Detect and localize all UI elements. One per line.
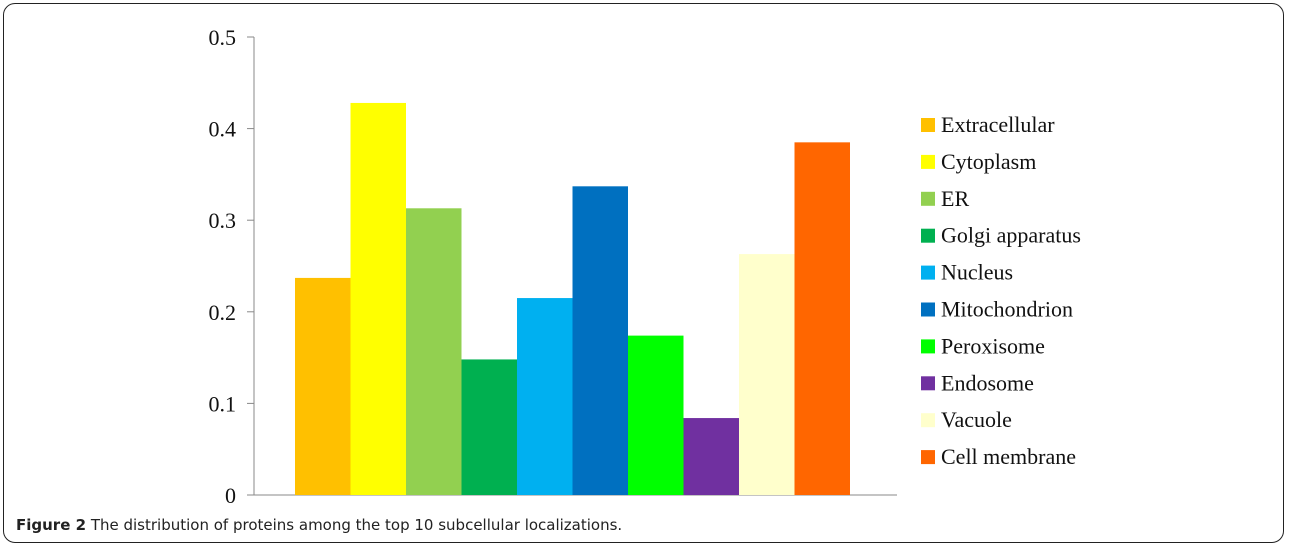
bar-extracellular — [295, 277, 351, 495]
legend-item: Endosome — [921, 370, 1034, 395]
bar-er — [406, 208, 462, 496]
legend-item: Golgi apparatus — [921, 223, 1081, 248]
legend-item: Vacuole — [921, 407, 1012, 432]
legend-label: Extracellular — [941, 112, 1055, 137]
y-tick-label: 0.1 — [209, 391, 237, 416]
legend-swatch — [921, 265, 935, 280]
legend-swatch — [921, 118, 935, 132]
legend-label: Mitochondrion — [941, 297, 1073, 322]
chart-axes: 0 0.1 0.2 0.3 0.4 0.5 — [209, 25, 897, 508]
legend-label: Endosome — [941, 370, 1034, 395]
legend-item: Nucleus — [921, 260, 1013, 285]
bar-nucleus — [517, 298, 573, 495]
legend-item: Cytoplasm — [921, 149, 1036, 174]
bar-vacuole — [739, 254, 795, 495]
legend-label: ER — [941, 186, 969, 211]
chart-bars — [295, 102, 850, 496]
legend-label: Cell membrane — [941, 444, 1076, 469]
y-tick-label: 0.4 — [209, 117, 237, 142]
figure-frame: 0 0.1 0.2 0.3 0.4 0.5 Extracellular Cytoplasm E… — [3, 3, 1284, 543]
bar-endosome — [683, 418, 739, 495]
legend-label: Cytoplasm — [941, 149, 1036, 174]
y-tick-label: 0 — [225, 483, 236, 508]
legend-item: Mitochondrion — [921, 297, 1073, 322]
figure-caption: Figure 2 The distribution of proteins am… — [16, 516, 622, 534]
legend-label: Nucleus — [941, 260, 1013, 285]
legend-label: Vacuole — [941, 407, 1012, 432]
legend-swatch — [921, 302, 935, 317]
bar-chart: 00.10.20.30.40.5 ExtracellularCytoplasmE… — [209, 25, 1081, 508]
legend-item: Cell membrane — [921, 444, 1076, 469]
legend-swatch — [921, 376, 935, 391]
bar-cytoplasm — [350, 102, 406, 496]
legend-swatch — [921, 450, 935, 465]
legend-item: ER — [921, 186, 969, 211]
figure-caption-text: The distribution of proteins among the t… — [90, 516, 623, 534]
y-tick-label: 0.2 — [209, 300, 237, 325]
y-tick-label: 0.5 — [209, 25, 237, 50]
bar-golgi-apparatus — [461, 359, 517, 495]
legend-label: Golgi apparatus — [941, 223, 1081, 248]
legend-swatch — [921, 228, 935, 243]
legend-swatch — [921, 413, 935, 428]
legend-swatch — [921, 339, 935, 354]
figure-label: Figure 2 — [16, 516, 87, 534]
legend-item: Extracellular — [921, 112, 1055, 137]
legend-label: Peroxisome — [941, 333, 1045, 358]
legend-item: Peroxisome — [921, 333, 1045, 358]
legend-swatch — [921, 191, 935, 206]
bar-cell-membrane — [794, 142, 850, 495]
legend-swatch — [921, 154, 935, 169]
y-tick-label: 0.3 — [209, 208, 237, 233]
bar-peroxisome — [628, 335, 684, 495]
chart-legend: Extracellular Cytoplasm ER Golgi apparatus N… — [921, 112, 1081, 469]
bar-mitochondrion — [572, 186, 628, 496]
